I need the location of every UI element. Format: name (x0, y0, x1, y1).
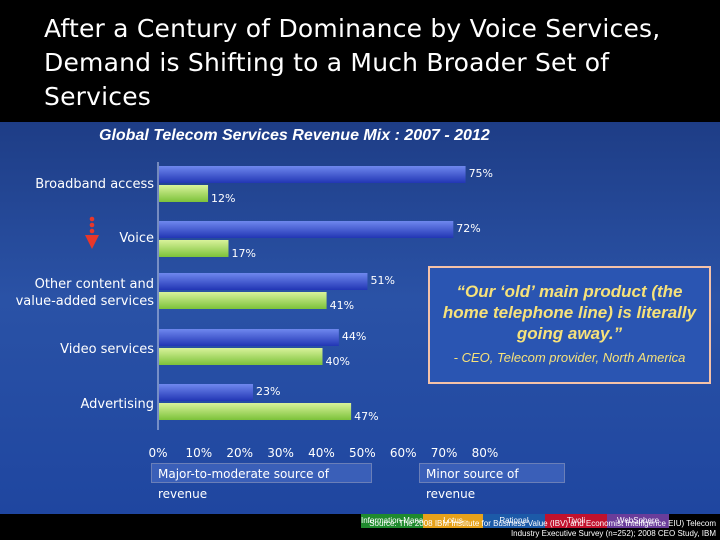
footer-tab-rational[interactable]: Rational (483, 514, 545, 528)
quote-attribution: - CEO, Telecom provider, North America (453, 350, 686, 365)
category-label-voice: Voice (119, 231, 154, 246)
footer-tab-tivoli[interactable]: Tivoli (545, 514, 607, 528)
bar-minor-1 (159, 240, 229, 257)
red-down-arrow-icon (85, 216, 99, 249)
bar-minor-2 (159, 292, 327, 309)
category-label-advertising: Advertising (80, 397, 154, 412)
legend-major: Major-to-moderate source of revenue (151, 463, 372, 501)
source-note: Source: The 2008 IBM Institute for Busin… (369, 519, 716, 538)
slide-title: After a Century of Dominance by Voice Se… (44, 14, 661, 111)
value-label-minor-4: 47% (354, 410, 378, 423)
value-label-minor-3: 40% (326, 355, 350, 368)
value-label-major-0: 75% (469, 167, 493, 180)
x-tick-label-3: 30% (267, 446, 294, 460)
bar-major-2 (159, 273, 368, 290)
bar-minor-4 (159, 403, 352, 420)
x-tick-label-7: 70% (431, 446, 458, 460)
bar-major-4 (159, 384, 254, 401)
bar-major-0 (159, 166, 466, 183)
category-label-other-content: Other content and value-added services (15, 277, 154, 309)
x-tick-label-1: 10% (186, 446, 213, 460)
value-label-major-4: 23% (256, 385, 280, 398)
value-label-minor-1: 17% (231, 247, 255, 260)
x-tick-label-0: 0% (148, 446, 167, 460)
legend-minor: Minor source of revenue (419, 463, 565, 501)
value-label-minor-0: 12% (211, 192, 235, 205)
chart-title: Global Telecom Services Revenue Mix : 20… (99, 127, 490, 144)
bar-minor-3 (159, 348, 323, 365)
bar-minor-0 (159, 185, 209, 202)
value-label-major-3: 44% (342, 330, 366, 343)
category-label-broadband: Broadband access (35, 177, 154, 192)
footer-tab-lotus[interactable]: Lotus (423, 514, 483, 528)
value-label-major-2: 51% (370, 274, 394, 287)
x-tick-label-4: 40% (308, 446, 335, 460)
value-label-minor-2: 41% (330, 299, 354, 312)
bar-major-1 (159, 221, 454, 238)
footer-tab-websphere[interactable]: WebSphere (607, 514, 669, 528)
quote-text: “Our ‘old’ main product (the home teleph… (442, 282, 697, 343)
x-tick-label-8: 80% (472, 446, 499, 460)
x-tick-label-5: 50% (349, 446, 376, 460)
value-label-major-1: 72% (456, 222, 480, 235)
x-tick-label-6: 60% (390, 446, 417, 460)
ceo-quote-box: “Our ‘old’ main product (the home teleph… (428, 266, 711, 384)
x-tick-label-2: 20% (226, 446, 253, 460)
category-label-video: Video services (60, 342, 154, 357)
footer-tab-information-management[interactable]: Information Management (361, 514, 423, 528)
bar-major-3 (159, 329, 339, 346)
